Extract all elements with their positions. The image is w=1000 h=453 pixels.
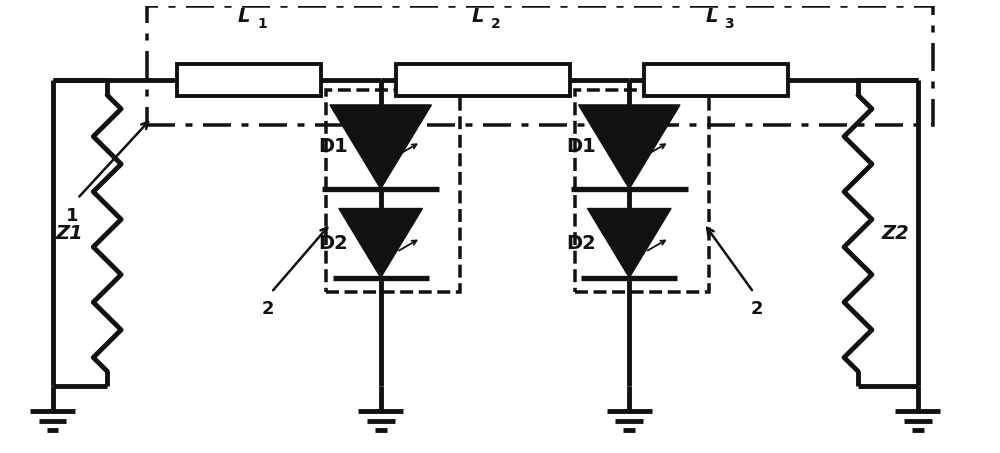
Text: 2: 2: [262, 300, 275, 318]
Text: Z2: Z2: [882, 224, 910, 243]
Text: 3: 3: [724, 17, 734, 31]
Bar: [396, 64, 570, 96]
Text: Z1: Z1: [56, 224, 83, 243]
Bar: [177, 64, 321, 96]
Bar: [147, 6, 933, 125]
Bar: [644, 64, 788, 96]
Polygon shape: [579, 105, 680, 189]
Text: 2: 2: [750, 300, 763, 318]
Text: L: L: [705, 7, 718, 26]
Bar: [326, 90, 460, 292]
Polygon shape: [339, 208, 422, 278]
Text: L: L: [471, 7, 484, 26]
Text: 1: 1: [257, 17, 267, 31]
Text: D2: D2: [318, 234, 348, 252]
Text: 2: 2: [491, 17, 500, 31]
Text: D2: D2: [567, 234, 596, 252]
Polygon shape: [588, 208, 671, 278]
Text: D1: D1: [567, 137, 596, 156]
Text: D1: D1: [318, 137, 348, 156]
Text: 1: 1: [66, 207, 79, 225]
Polygon shape: [330, 105, 431, 189]
Text: L: L: [238, 7, 250, 26]
Bar: [575, 90, 709, 292]
